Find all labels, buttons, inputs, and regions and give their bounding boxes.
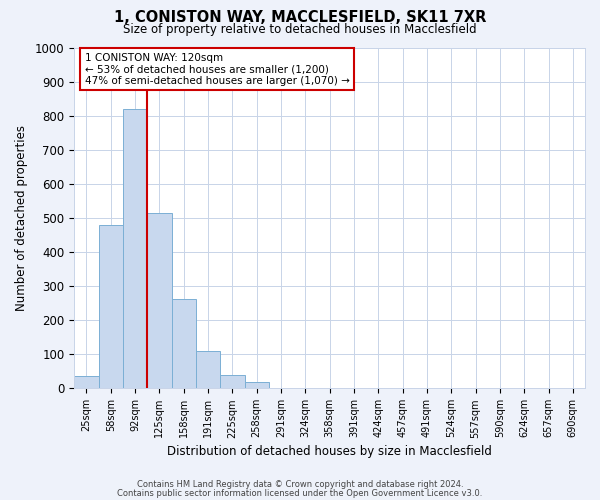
Bar <box>220 374 245 388</box>
Bar <box>123 109 147 388</box>
Bar <box>172 298 196 388</box>
Text: Contains public sector information licensed under the Open Government Licence v3: Contains public sector information licen… <box>118 488 482 498</box>
Bar <box>74 376 98 388</box>
Text: 1, CONISTON WAY, MACCLESFIELD, SK11 7XR: 1, CONISTON WAY, MACCLESFIELD, SK11 7XR <box>114 10 486 25</box>
Bar <box>196 351 220 389</box>
Text: Contains HM Land Registry data © Crown copyright and database right 2024.: Contains HM Land Registry data © Crown c… <box>137 480 463 489</box>
Y-axis label: Number of detached properties: Number of detached properties <box>15 125 28 311</box>
Text: Size of property relative to detached houses in Macclesfield: Size of property relative to detached ho… <box>123 22 477 36</box>
Bar <box>147 213 172 388</box>
Bar <box>98 224 123 388</box>
Bar <box>245 382 269 388</box>
Text: 1 CONISTON WAY: 120sqm
← 53% of detached houses are smaller (1,200)
47% of semi-: 1 CONISTON WAY: 120sqm ← 53% of detached… <box>85 52 349 86</box>
X-axis label: Distribution of detached houses by size in Macclesfield: Distribution of detached houses by size … <box>167 444 492 458</box>
